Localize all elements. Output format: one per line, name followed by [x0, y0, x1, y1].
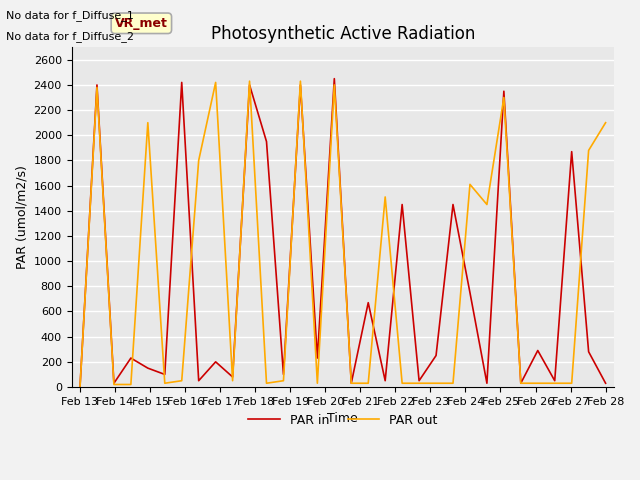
PAR out [483, 202, 491, 207]
PAR in [195, 378, 202, 384]
X-axis label: Time: Time [328, 412, 358, 425]
PAR out [110, 382, 118, 387]
PAR out [76, 384, 84, 390]
PAR in [330, 76, 338, 82]
PAR out [364, 380, 372, 386]
Y-axis label: PAR (umol/m2/s): PAR (umol/m2/s) [15, 165, 28, 269]
PAR in [348, 380, 355, 386]
PAR out [466, 181, 474, 187]
PAR in [500, 88, 508, 94]
PAR in [364, 300, 372, 306]
PAR out [500, 95, 508, 100]
PAR out [178, 378, 186, 384]
PAR in [178, 80, 186, 85]
Text: No data for f_Diffuse_1: No data for f_Diffuse_1 [6, 10, 134, 21]
PAR out [314, 380, 321, 386]
PAR out [228, 378, 236, 384]
PAR out [381, 194, 389, 200]
PAR in [76, 384, 84, 390]
PAR in [534, 348, 541, 353]
PAR out [296, 78, 304, 84]
PAR out [330, 82, 338, 88]
PAR out [432, 380, 440, 386]
PAR in [551, 378, 559, 384]
PAR in [483, 380, 491, 386]
PAR in [161, 372, 168, 377]
PAR in [432, 353, 440, 359]
PAR out [534, 380, 541, 386]
PAR in [110, 380, 118, 386]
PAR in [93, 82, 100, 88]
PAR in [449, 202, 457, 207]
PAR in [466, 290, 474, 296]
PAR in [517, 380, 525, 386]
PAR out [585, 147, 593, 153]
PAR out [398, 380, 406, 386]
PAR in [296, 82, 304, 88]
Title: Photosynthetic Active Radiation: Photosynthetic Active Radiation [211, 25, 475, 43]
Legend: PAR in, PAR out: PAR in, PAR out [243, 409, 442, 432]
PAR out [602, 120, 609, 126]
PAR in [314, 355, 321, 361]
PAR in [568, 149, 575, 155]
Text: No data for f_Diffuse_2: No data for f_Diffuse_2 [6, 31, 134, 42]
PAR out [568, 380, 575, 386]
PAR in [246, 82, 253, 88]
PAR in [228, 374, 236, 380]
Line: PAR in: PAR in [80, 79, 605, 387]
PAR in [585, 349, 593, 355]
PAR out [415, 380, 423, 386]
PAR out [262, 380, 270, 386]
PAR out [93, 84, 100, 90]
PAR in [415, 378, 423, 384]
PAR in [381, 378, 389, 384]
PAR in [127, 355, 134, 361]
PAR out [449, 380, 457, 386]
PAR in [602, 380, 609, 386]
PAR in [280, 372, 287, 377]
PAR out [551, 380, 559, 386]
PAR out [195, 157, 202, 163]
PAR out [246, 78, 253, 84]
PAR out [161, 380, 168, 386]
Text: VR_met: VR_met [115, 17, 168, 30]
PAR out [127, 382, 134, 387]
Line: PAR out: PAR out [80, 81, 605, 387]
PAR out [280, 378, 287, 384]
PAR out [212, 80, 220, 85]
PAR out [144, 120, 152, 126]
PAR in [262, 139, 270, 144]
PAR out [348, 380, 355, 386]
PAR in [212, 359, 220, 365]
PAR in [144, 365, 152, 371]
PAR out [517, 380, 525, 386]
PAR in [398, 202, 406, 207]
